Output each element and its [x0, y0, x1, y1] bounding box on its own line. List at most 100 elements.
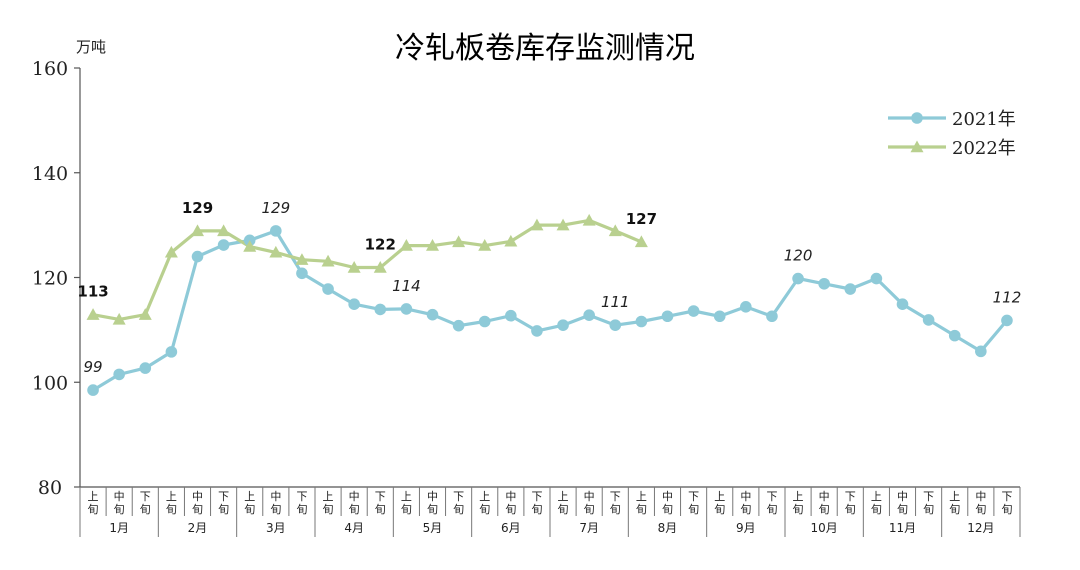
data-point: [400, 303, 413, 315]
x-tick-label: 旬: [218, 503, 229, 516]
data-point: [530, 218, 544, 231]
legend-label: 2022年: [952, 138, 1016, 159]
x-tick-label: 中: [270, 490, 281, 503]
x-tick-label: 旬: [427, 503, 438, 516]
data-point: [896, 298, 909, 311]
x-tick-label: 旬: [949, 503, 960, 516]
data-point: [138, 308, 152, 320]
data-point: [634, 235, 648, 248]
x-tick-label: 旬: [688, 503, 699, 516]
month-label: 9月: [736, 521, 756, 535]
y-axis-unit: 万吨: [76, 38, 106, 56]
data-point: [87, 384, 99, 396]
x-tick-label: 上: [479, 490, 490, 503]
data-point: [478, 239, 492, 251]
data-point: [348, 298, 360, 311]
data-point: [504, 234, 518, 247]
x-tick-label: 下: [296, 490, 307, 503]
data-label: 120: [784, 247, 813, 265]
x-tick-label: 中: [114, 490, 125, 503]
data-label: 111: [601, 293, 630, 311]
data-point: [661, 310, 674, 323]
x-tick-label: 上: [793, 490, 804, 503]
y-tick-label: 140: [32, 163, 68, 185]
data-point: [112, 312, 126, 325]
x-tick-label: 旬: [766, 503, 777, 516]
x-tick-label: 旬: [871, 503, 882, 516]
data-point: [582, 213, 596, 226]
data-point: [583, 309, 595, 322]
data-point: [373, 261, 387, 273]
legend: 2021年 2022年: [888, 109, 1016, 159]
data-point: [713, 310, 726, 323]
series-lines: [92, 218, 1009, 392]
x-tick-label: 旬: [740, 503, 751, 516]
data-label: 127: [626, 210, 657, 228]
data-point: [165, 346, 178, 358]
data-point: [452, 319, 465, 332]
data-point: [347, 261, 361, 273]
x-tick-label: 旬: [897, 503, 908, 516]
month-label: 6月: [501, 521, 521, 535]
x-tick-label: 中: [740, 490, 751, 503]
data-point: [113, 368, 125, 381]
data-point: [191, 250, 204, 263]
x-tick-label: 中: [584, 490, 595, 503]
x-tick-label: 下: [140, 490, 151, 503]
data-point: [870, 272, 883, 285]
data-point: [687, 305, 700, 317]
x-tick-label: 下: [688, 490, 699, 503]
data-point: [296, 267, 308, 280]
x-tick-label: 旬: [140, 503, 151, 516]
y-tick-label: 100: [32, 372, 68, 394]
y-tick-label: 120: [32, 268, 68, 290]
x-tick-label: 下: [845, 490, 856, 503]
x-tick-label: 旬: [349, 503, 360, 516]
x-tick-label: 中: [975, 490, 986, 503]
data-point: [295, 253, 309, 265]
data-label: 99: [84, 358, 103, 376]
data-point: [608, 224, 622, 237]
data-label: 114: [392, 277, 421, 295]
legend-marker: [911, 112, 923, 124]
x-tick-label: 中: [192, 490, 203, 503]
x-tick-label: 中: [427, 490, 438, 503]
x-tick-label: 旬: [558, 503, 569, 516]
data-point: [557, 319, 569, 331]
data-point: [478, 315, 491, 328]
x-tick-label: 上: [166, 490, 177, 503]
data-point: [322, 283, 334, 295]
data-point: [217, 224, 231, 237]
x-tick-label: 上: [636, 490, 647, 503]
x-tick-label: 旬: [662, 503, 673, 516]
x-tick-label: 中: [349, 490, 360, 503]
x-tick-label: 旬: [244, 503, 255, 516]
x-tick-label: 中: [897, 490, 908, 503]
x-tick-label: 上: [401, 490, 412, 503]
x-tick-label: 旬: [975, 503, 986, 516]
x-tick-label: 下: [766, 490, 777, 503]
x-tick-label: 旬: [114, 503, 125, 516]
data-point: [191, 224, 204, 237]
data-point: [766, 310, 778, 323]
legend-label: 2021年: [952, 109, 1016, 130]
data-point: [609, 319, 622, 331]
legend-marker: [910, 140, 924, 153]
x-tick-label: 上: [871, 490, 882, 503]
data-point: [792, 272, 804, 285]
y-tick-label: 80: [38, 477, 62, 499]
x-tick-label: 旬: [714, 503, 725, 516]
data-point: [217, 239, 230, 251]
x-tick-label: 下: [1001, 490, 1012, 503]
data-point: [426, 239, 439, 251]
data-point: [321, 254, 335, 267]
month-label: 7月: [579, 521, 599, 535]
data-label: 113: [77, 283, 108, 301]
y-tick-label: 160: [32, 58, 68, 80]
x-tick-label: 旬: [610, 503, 621, 516]
x-tick-label: 上: [88, 490, 99, 503]
x-tick-label: 旬: [375, 503, 386, 516]
x-tick-label: 旬: [479, 503, 490, 516]
data-point: [426, 308, 439, 321]
